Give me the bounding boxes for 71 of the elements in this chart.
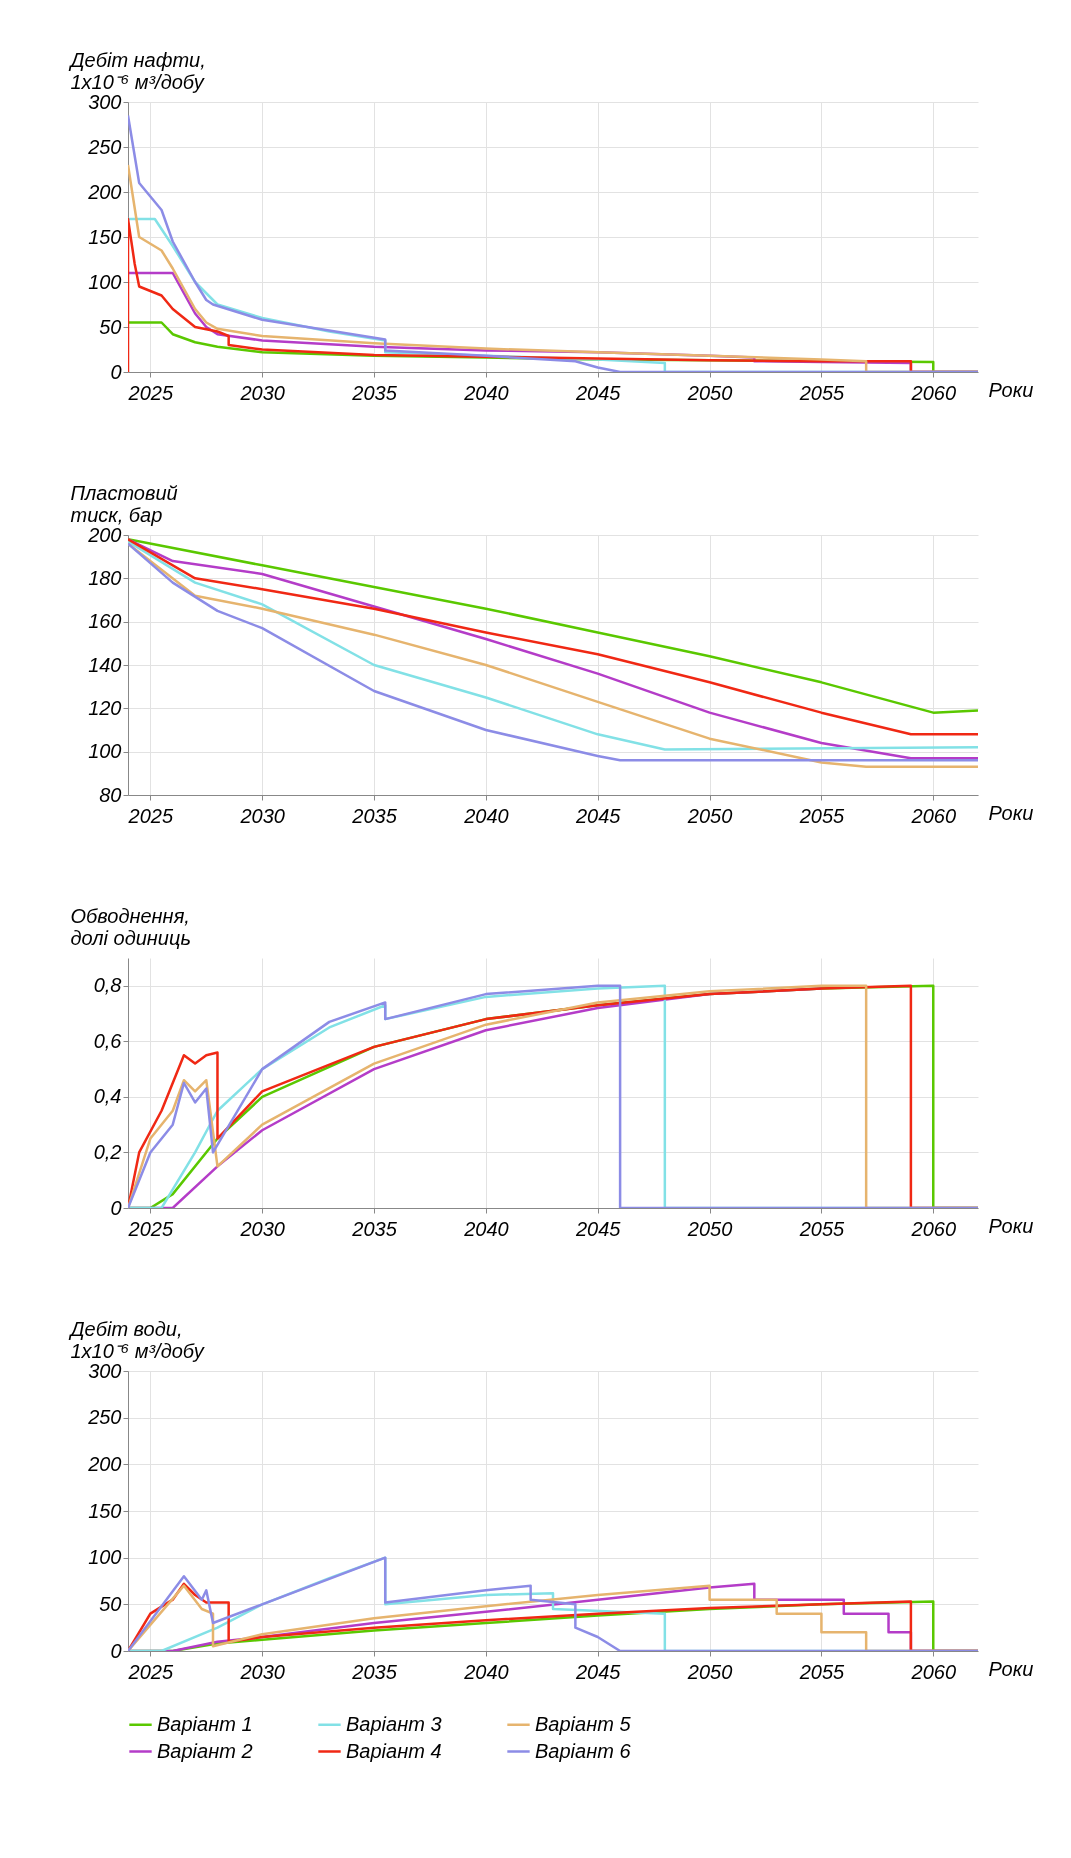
- x-tick-label: 2040: [463, 1660, 509, 1683]
- x-tick-label: 2025: [127, 804, 174, 827]
- x-tick-label: 2040: [463, 381, 509, 404]
- y-tick-label: 180: [88, 566, 122, 589]
- y-tick-label: 0: [110, 360, 122, 383]
- x-tick-label: 2045: [574, 1217, 622, 1240]
- y-tick-label: 0,2: [93, 1140, 122, 1163]
- y-tick-label: 0,4: [93, 1085, 122, 1108]
- y-tick-label: 200: [87, 1452, 122, 1475]
- x-tick-label: 2025: [127, 1217, 174, 1240]
- y-axis-title: Обводнення, долі одиниць: [70, 904, 191, 949]
- y-tick-label: 0: [110, 1196, 122, 1219]
- y-tick-label: 100: [88, 740, 122, 763]
- y-tick-label: 300: [88, 1359, 122, 1382]
- x-tick-label: 2030: [239, 381, 285, 404]
- x-tick-label: 2055: [798, 804, 846, 827]
- x-tick-label: 2040: [463, 1217, 509, 1240]
- x-tick-label: 2030: [239, 1217, 285, 1240]
- x-tick-label: 2030: [239, 804, 285, 827]
- legend-label: Варіант 4: [346, 1739, 442, 1762]
- x-tick-label: 2055: [798, 1660, 846, 1683]
- x-tick-label: 2050: [686, 1660, 733, 1683]
- x-tick-label: 2035: [351, 804, 398, 827]
- x-tick-label: 2055: [798, 381, 846, 404]
- y-tick-label: 150: [88, 1499, 122, 1522]
- y-tick-label: 50: [99, 315, 122, 338]
- y-tick-label: 140: [88, 653, 122, 676]
- x-tick-label: 2025: [127, 1660, 174, 1683]
- y-tick-label: 100: [88, 270, 122, 293]
- x-tick-label: 2035: [351, 1660, 398, 1683]
- x-tick-label: 2030: [239, 1660, 285, 1683]
- x-tick-label: 2060: [910, 381, 957, 404]
- x-tick-label: 2060: [910, 804, 957, 827]
- legend-label: Варіант 3: [346, 1712, 442, 1735]
- y-tick-label: 50: [99, 1592, 122, 1615]
- y-tick-label: 160: [88, 610, 122, 633]
- x-tick-label: 2050: [686, 804, 733, 827]
- x-tick-label: 2050: [686, 381, 733, 404]
- y-tick-label: 250: [87, 1406, 122, 1429]
- y-tick-label: 0,6: [93, 1029, 123, 1052]
- x-axis-title: Роки: [988, 801, 1034, 824]
- y-tick-label: 0: [110, 1639, 122, 1662]
- y-tick-label: 300: [88, 90, 122, 113]
- legend-label: Варіант 2: [157, 1739, 253, 1762]
- y-tick-label: 250: [87, 135, 122, 158]
- x-axis-title: Роки: [988, 1657, 1034, 1680]
- x-tick-label: 2025: [127, 381, 174, 404]
- x-tick-label: 2045: [574, 1660, 622, 1683]
- y-tick-label: 120: [88, 696, 122, 719]
- y-tick-label: 150: [88, 225, 122, 248]
- x-tick-label: 2050: [686, 1217, 733, 1240]
- x-axis-title: Роки: [988, 1214, 1034, 1237]
- x-tick-label: 2060: [910, 1217, 957, 1240]
- y-axis-title: Пластовий тиск, бар: [70, 481, 178, 526]
- x-tick-label: 2055: [798, 1217, 846, 1240]
- x-tick-label: 2060: [910, 1660, 957, 1683]
- y-axis-title: Дебіт води, 1x10⁻⁶ м³/добу: [68, 1317, 205, 1362]
- y-tick-label: 0,8: [93, 974, 122, 997]
- legend-label: Варіант 1: [157, 1712, 253, 1735]
- x-tick-label: 2035: [351, 381, 398, 404]
- x-tick-label: 2035: [351, 1217, 398, 1240]
- x-tick-label: 2045: [574, 381, 622, 404]
- legend-label: Варіант 5: [535, 1712, 632, 1735]
- y-tick-label: 80: [99, 783, 122, 806]
- y-axis-title: Дебіт нафти, 1x10⁻⁶ м³/добу: [68, 48, 206, 93]
- x-tick-label: 2045: [574, 804, 622, 827]
- y-tick-label: 200: [87, 180, 122, 203]
- y-tick-label: 100: [88, 1546, 122, 1569]
- legend-label: Варіант 6: [535, 1739, 632, 1762]
- x-tick-label: 2040: [463, 804, 509, 827]
- x-axis-title: Роки: [988, 378, 1034, 401]
